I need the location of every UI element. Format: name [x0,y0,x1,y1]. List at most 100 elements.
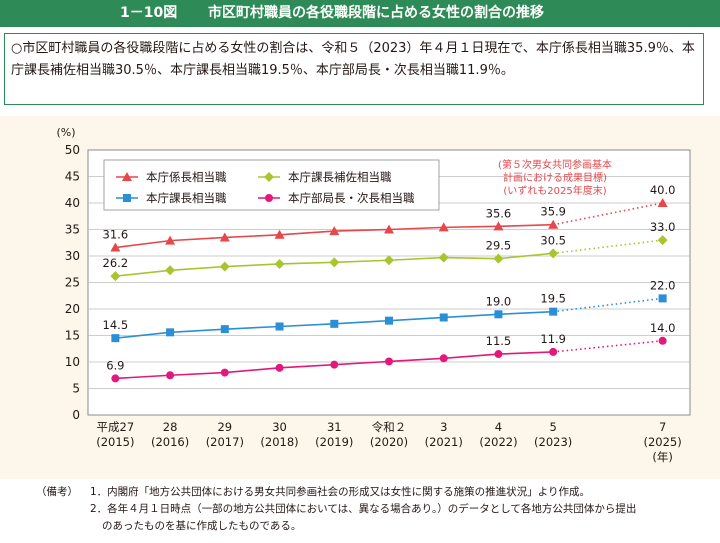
x-axis-unit: (年) [652,450,672,464]
y-tick-label: 45 [65,170,80,184]
notes: （備考） 1．内閣府「地方公共団体における男女共同参画社会の形成又は女性に関する… [0,482,720,543]
x-tick-label: 4 [495,420,502,434]
x-tick-label: 令和２ [372,420,407,434]
data-point-kakari [165,235,176,245]
figure-header: 1－10図 市区町村職員の各役職段階に占める女性の割合の推移 [0,0,720,27]
legend-marker-kacho [123,194,131,202]
x-tick-label: 3 [440,420,447,434]
data-label-kacho: 14.5 [103,318,129,332]
data-point-kacho [330,319,339,328]
data-label-bucho: 6.9 [106,358,124,372]
data-point-kacho [439,313,448,322]
data-point-kacho [275,322,284,331]
data-point-bucho [385,357,393,366]
y-tick-label: 0 [72,408,80,422]
x-tick-label: 5 [550,420,557,434]
legend-marker-bucho [265,194,273,202]
x-tick-year: (2015) [96,435,134,449]
legend-marker-hosa [264,172,274,182]
x-tick-year: (2017) [206,435,244,449]
x-tick-year: (2018) [260,435,298,449]
data-label-hosa: 30.5 [540,233,566,247]
series-target-line-bucho [553,340,663,353]
data-point-hosa [657,235,668,246]
data-point-bucho [111,374,120,383]
x-tick-year: (2022) [479,435,517,449]
legend-box [103,159,440,211]
data-point-hosa [165,265,176,276]
y-tick-label: 50 [65,143,80,157]
x-tick-year: (2019) [315,435,353,449]
y-tick-label: 10 [65,355,80,369]
x-tick-year: (2021) [425,435,463,449]
x-tick-label: 31 [327,420,342,434]
data-label-kakari: 35.6 [486,206,512,220]
data-point-bucho [330,360,339,369]
data-point-kakari [110,242,121,252]
data-point-kacho [549,307,558,316]
y-tick-label: 30 [65,249,80,263]
x-tick-label: 28 [163,420,178,434]
data-point-bucho [494,350,503,359]
data-label-kacho: 19.0 [486,294,512,308]
note-item: 1．内閣府「地方公共団体における男女共同参画社会の形成又は女性に関する施策の推進… [90,486,590,498]
data-point-hosa [274,258,285,269]
data-point-kakari [384,224,394,234]
data-label-kakari: 40.0 [650,183,676,197]
data-label-kacho: 19.5 [540,292,566,306]
data-point-hosa [493,253,504,264]
data-point-kakari [493,221,504,231]
figure-number: 1－10図 [120,5,178,21]
data-label-hosa: 33.0 [650,220,676,234]
data-point-kakari [274,229,285,239]
x-tick-year: (2020) [370,435,408,449]
data-point-kakari [657,198,668,207]
data-point-bucho [658,336,667,345]
note-item: 2．各年４月１日時点（一部の地方公共団体においては、異なる場合あり。）のデータと… [90,503,637,515]
data-point-kakari [548,219,559,229]
data-label-hosa: 29.5 [486,239,512,253]
x-tick-label: 7 [659,420,666,434]
legend-label: 本庁課長補佐相当職 [288,170,392,184]
series-target-line-hosa [553,239,663,255]
data-label-hosa: 26.2 [103,256,129,270]
data-label-bucho: 11.5 [486,334,512,348]
target-note: 計画における成果目標) [503,171,607,184]
data-point-kacho [385,316,393,325]
data-point-bucho [275,363,284,372]
notes-label: （備考） [36,486,78,498]
series-target-line-kacho [553,297,663,313]
y-tick-label: 35 [65,223,80,237]
line-chart: 0 5 10 15 20 25 30 35 40 45 50 (%) 平成27(2015) 28(2016… [56,126,691,464]
x-tick-label: 30 [272,420,287,434]
data-label-bucho: 14.0 [650,321,676,335]
note-item: のあったものを基に作成したものである。 [102,520,302,532]
legend-label: 本庁係長相当職 [146,170,227,184]
x-tick-year: (2023) [534,435,572,449]
x-tick-label: 29 [217,420,232,434]
y-tick-label: 40 [65,196,80,210]
y-tick-label: 20 [65,302,80,316]
data-point-hosa [329,257,340,268]
data-point-kacho [166,328,175,337]
y-axis-label: (%) [56,126,75,139]
data-point-bucho [220,368,229,377]
target-note: (いずれも2025年度末) [503,184,606,197]
data-point-hosa [110,271,121,282]
data-label-kacho: 22.0 [650,278,676,292]
data-label-bucho: 11.9 [540,332,566,346]
legend-label: 本庁課長相当職 [146,191,227,205]
summary-text: ○市区町村職員の各役職段階に占める女性の割合は、令和５（2023）年４月１日現在… [11,41,695,78]
data-point-hosa [438,252,449,263]
data-label-kakari: 35.9 [540,205,566,219]
x-tick-year: (2016) [151,435,189,449]
data-point-bucho [439,354,448,363]
x-tick-label: 平成27 [97,420,135,434]
data-point-kakari [219,232,230,242]
y-tick-label: 25 [65,276,80,290]
data-label-kakari: 31.6 [103,228,129,242]
legend-marker-kakari [122,172,132,181]
y-tick-label: 15 [65,329,80,343]
data-point-kacho [494,310,503,319]
data-point-bucho [549,347,558,356]
